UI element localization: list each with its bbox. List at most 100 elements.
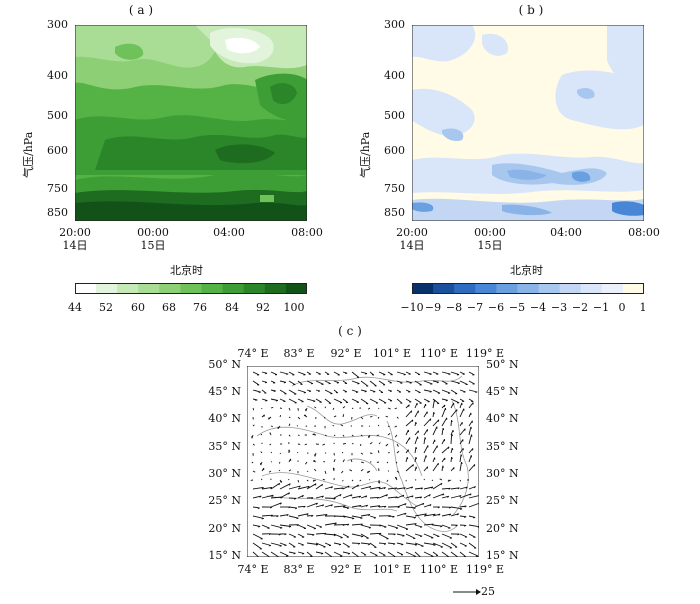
wind-vector (432, 371, 439, 375)
wind-vector (315, 532, 327, 535)
wind-vector (315, 380, 324, 385)
wind-vector (396, 470, 400, 473)
panel-b-ytick: 500 (384, 109, 405, 122)
wind-vector (459, 448, 464, 454)
wind-vector (414, 487, 423, 490)
wind-vector (395, 461, 398, 464)
wind-vector-head (393, 543, 396, 545)
wind-vector-head (325, 514, 328, 516)
wind-vector-head (461, 461, 463, 465)
wind-vector (324, 522, 337, 526)
lat-tick: 45° N (486, 385, 519, 398)
wind-vector (252, 542, 262, 550)
wind-vector (387, 496, 398, 499)
wind-vector (342, 533, 350, 538)
wind-vector (432, 462, 439, 472)
wind-vector (252, 551, 260, 557)
xtick-time: 00:00 (137, 226, 169, 239)
lat-tick: 35° N (486, 440, 519, 453)
wind-vector (468, 402, 474, 409)
wind-vector (450, 398, 460, 404)
wind-vector-head (255, 399, 258, 401)
wind-vector (441, 371, 451, 375)
wind-vector-head (268, 533, 272, 536)
wind-vector-head (338, 543, 342, 546)
wind-vector (261, 486, 273, 490)
wind-vector (414, 430, 419, 436)
wind-vector (423, 542, 436, 546)
wind-vector (396, 503, 407, 508)
wind-vector (396, 371, 406, 375)
wind-vector (439, 478, 443, 481)
wind-vector (369, 442, 373, 445)
wind-vector (297, 416, 301, 420)
wind-vector (387, 542, 396, 545)
wind-vector (468, 420, 473, 427)
wind-vector (396, 551, 404, 556)
wind-vector-head (433, 513, 436, 516)
wind-vector (367, 407, 371, 410)
wind-vector (261, 524, 270, 529)
lat-tick: 15° N (208, 549, 241, 562)
wind-vector-head (438, 513, 441, 516)
lon-tick: 110° E (419, 347, 459, 360)
lon-tick: 92° E (330, 347, 362, 360)
wind-vector-head (414, 544, 418, 546)
panel-c-label: ( c ) (338, 324, 362, 338)
colorbar-swatch (222, 283, 245, 294)
wind-vector (288, 434, 291, 437)
reference-vector-arrow-icon (453, 589, 481, 595)
wind-vector (306, 533, 315, 536)
wind-vector (376, 434, 380, 437)
wind-vector (288, 469, 292, 472)
wind-vector (459, 493, 472, 499)
wind-vector (423, 533, 434, 539)
wind-vector-head (401, 543, 404, 546)
wind-vector-head (459, 495, 462, 498)
wind-vector (324, 434, 327, 437)
wind-vector-head (429, 504, 432, 507)
wind-vector (396, 512, 407, 517)
wind-vector-head (306, 513, 309, 516)
wind-vector (394, 434, 398, 438)
wind-vector (432, 445, 438, 454)
colorbar-tick: 100 (283, 301, 305, 314)
lat-tick: 40° N (486, 412, 519, 425)
panel-a-xtick: 04:00 (204, 226, 254, 239)
wind-vector (315, 495, 324, 499)
wind-vector-head (413, 507, 416, 510)
lon-tick: 83° E (283, 347, 315, 360)
wind-vector-head (443, 404, 446, 408)
colorbar-swatch (243, 283, 266, 294)
wind-vector (423, 504, 432, 508)
wind-vector (378, 551, 386, 556)
wind-vector (369, 515, 376, 519)
wind-vector (468, 448, 474, 454)
wind-vector (322, 478, 326, 481)
wind-vector (369, 542, 377, 548)
panel-a-ytick: 500 (47, 109, 68, 122)
wind-vector (459, 551, 467, 557)
wind-vector (279, 398, 286, 402)
wind-vector (387, 515, 395, 518)
panel-a-xtick: 00:00 15日 (128, 226, 178, 252)
wind-vector-head (406, 457, 409, 460)
wind-vector-head (429, 391, 432, 393)
lon-tick: 74° E (237, 563, 269, 576)
wind-vector (414, 447, 417, 454)
wind-vector-head (315, 544, 319, 546)
lon-tick: 110° E (419, 563, 459, 576)
wind-vector (423, 411, 428, 418)
panel-c-left-lat-ticks: 50° N 45° N 40° N 35° N 30° N 25° N 20° … (205, 358, 245, 568)
wind-vector-head (464, 516, 467, 518)
wind-vector (405, 495, 414, 499)
wind-vector-head (414, 523, 417, 526)
wind-vector (405, 506, 416, 509)
wind-vector (297, 505, 306, 508)
panel-c-top-lon-ticks: 74° E 83° E 92° E 101° E 110° E 119° E (222, 347, 504, 360)
wind-vector-head (420, 487, 423, 490)
wind-vector (351, 407, 354, 410)
wind-vector-head (402, 535, 405, 537)
wind-vector-head (321, 495, 324, 498)
wind-vector (297, 542, 304, 546)
